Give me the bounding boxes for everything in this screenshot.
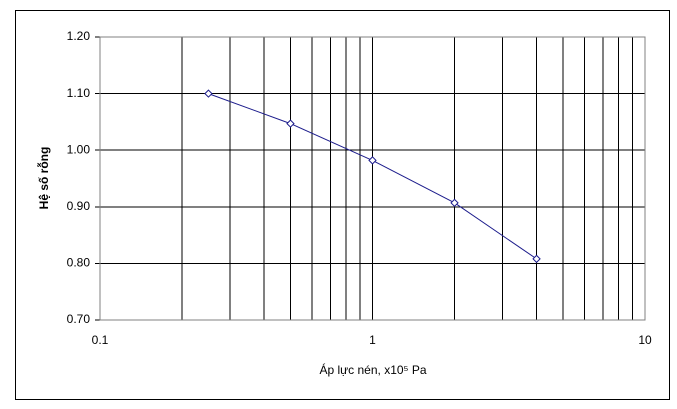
data-point — [368, 156, 377, 165]
y-tick-label: 1.10 — [67, 86, 91, 100]
data-point — [204, 89, 213, 98]
chart-border — [15, 10, 670, 400]
data-point — [286, 119, 295, 128]
x-tick-label: 0.1 — [92, 333, 109, 347]
x-axis-label: Áp lực nén, x10⁵ Pa — [319, 362, 426, 377]
y-tick-label: 1.00 — [67, 142, 91, 156]
y-tick-label: 0.70 — [67, 312, 91, 326]
x-tick-label: 10 — [638, 333, 652, 347]
x-tick-label: 1 — [369, 333, 376, 347]
y-tick-label: 0.80 — [67, 256, 91, 270]
data-point — [532, 254, 541, 264]
y-tick-label: 0.90 — [67, 199, 91, 213]
data-point — [450, 198, 459, 208]
plot-area — [99, 36, 646, 321]
y-tick-label: 1.20 — [67, 29, 91, 43]
y-axis-label: Hệ số rỗng — [36, 147, 51, 210]
